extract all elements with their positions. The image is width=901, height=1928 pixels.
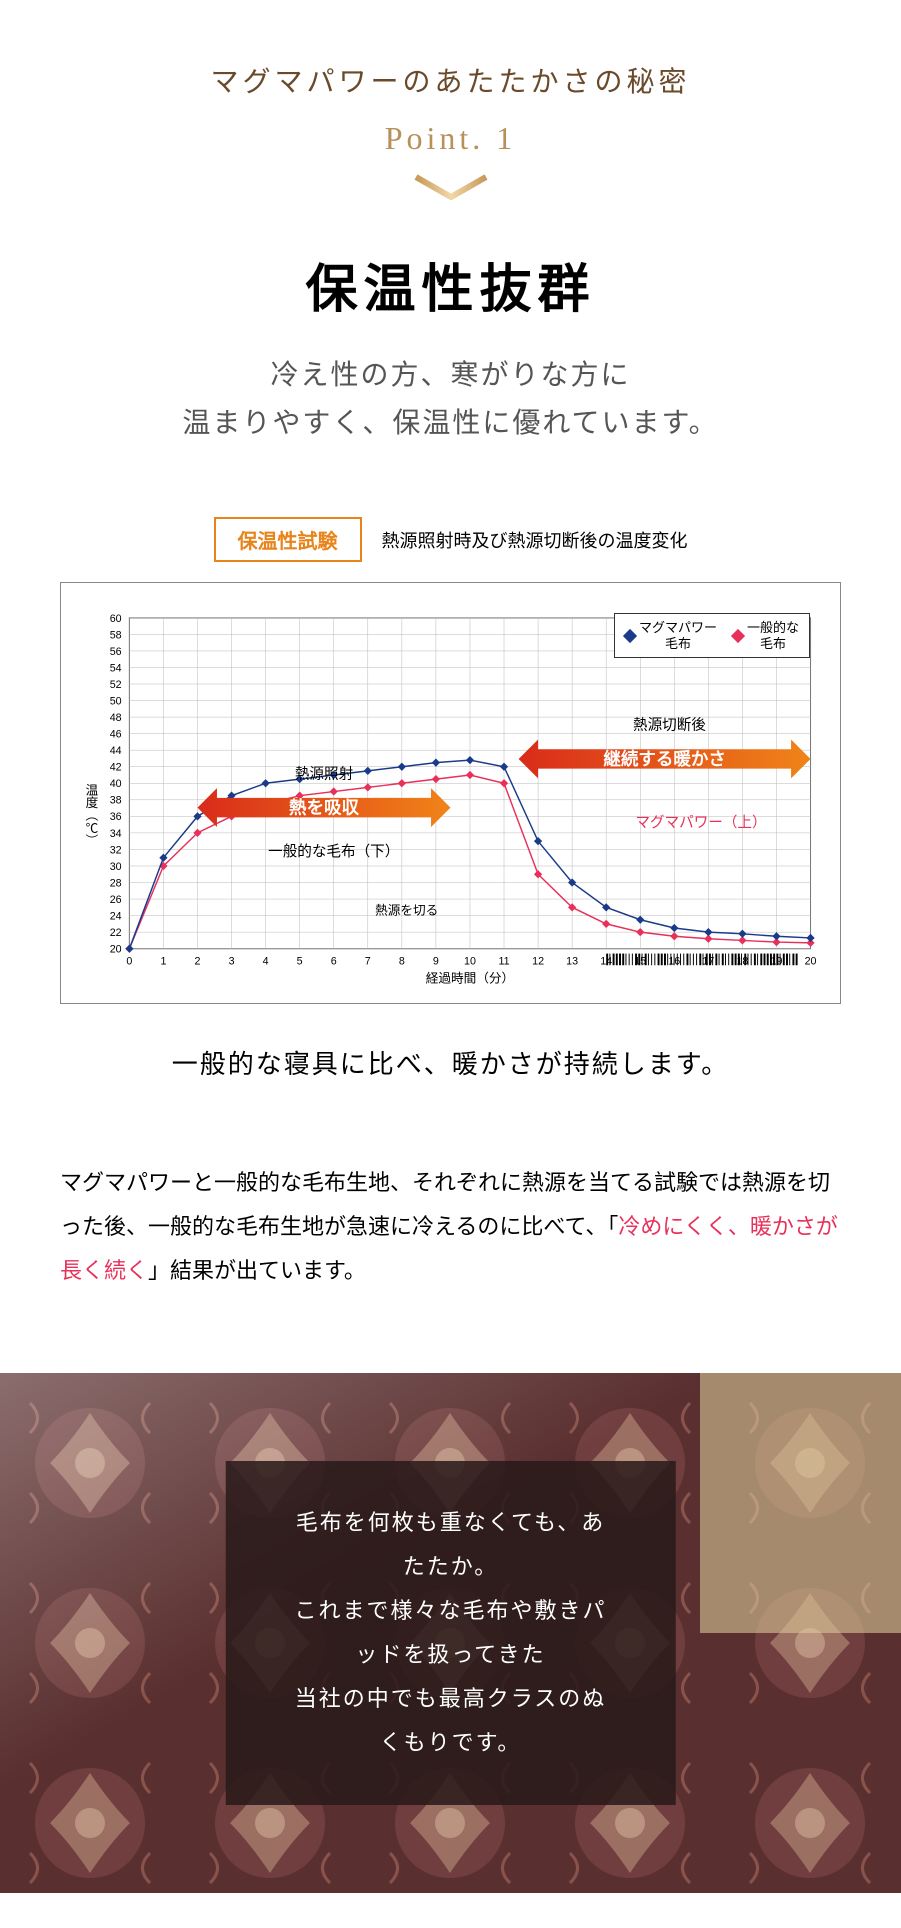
chart-container: 2022242628303234363840424446485052545658… [60,582,841,1004]
svg-text:50: 50 [110,696,122,708]
svg-text:58: 58 [110,629,122,641]
svg-text:40: 40 [110,778,122,790]
chevron-down-icon [411,172,491,202]
svg-text:34: 34 [110,828,122,840]
svg-text:32: 32 [110,845,122,857]
svg-text:9: 9 [433,955,439,967]
svg-text:28: 28 [110,878,122,890]
chart-caption: 一般的な寝具に比べ、暖かさが持続します。 [60,1044,841,1081]
svg-text:一般的な毛布（下）: 一般的な毛布（下） [268,843,399,860]
svg-text:30: 30 [110,861,122,873]
svg-text:7: 7 [365,955,371,967]
header-section: マグマパワーのあたたかさの秘密 Point. 1 保温性抜群 冷え性の方、寒がり… [0,0,901,487]
main-title: 保温性抜群 [20,247,881,322]
svg-text:4: 4 [263,955,269,967]
svg-text:44: 44 [110,745,122,757]
svg-text:22: 22 [110,927,122,939]
svg-text:0: 0 [126,955,132,967]
svg-text:6: 6 [331,955,337,967]
svg-text:56: 56 [110,646,122,658]
svg-text:経過時間（分）: 経過時間（分） [426,972,515,986]
svg-text:13: 13 [566,955,578,967]
svg-text:12: 12 [532,955,544,967]
svg-text:42: 42 [110,762,122,774]
svg-text:2: 2 [195,955,201,967]
svg-text:熱源を切る: 熱源を切る [375,904,438,918]
chart-title: 熱源照射時及び熱源切断後の温度変化 [382,527,688,553]
header-subtitle: マグマパワーのあたたかさの秘密 [20,60,881,100]
svg-text:マグマパワー（上）: マグマパワー（上） [635,814,766,831]
svg-text:継続する暖かさ: 継続する暖かさ [603,749,726,769]
chart-section: 保温性試験 熱源照射時及び熱源切断後の温度変化 202224 [0,487,901,1121]
svg-text:8: 8 [399,955,405,967]
svg-text:52: 52 [110,679,122,691]
overlay-text: 毛布を何枚も重なくても、あたたか。 これまで様々な毛布や敷きパッドを扱ってきた … [225,1461,676,1805]
svg-text:熱を吸収: 熱を吸収 [289,798,359,818]
svg-text:24: 24 [110,911,122,923]
chart-legend: マグマパワー 毛布 一般的な 毛布 [614,613,810,658]
sub-description: 冷え性の方、寒がりな方に 温まりやすく、保温性に優れています。 [20,352,881,447]
svg-text:熱源照射: 熱源照射 [295,766,353,783]
test-badge: 保温性試験 [214,517,362,562]
svg-text:1: 1 [160,955,166,967]
body-paragraph: マグマパワーと一般的な毛布生地、それぞれに熱源を当てる試験では熱源を切った後、一… [0,1121,901,1373]
svg-text:48: 48 [110,712,122,724]
svg-text:11: 11 [498,955,509,967]
product-photo: 毛布を何枚も重なくても、あたたか。 これまで様々な毛布や敷きパッドを扱ってきた … [0,1373,901,1893]
svg-text:54: 54 [110,663,122,675]
svg-text:46: 46 [110,729,122,741]
svg-text:5: 5 [297,955,303,967]
point-label: Point. 1 [20,120,881,157]
svg-text:26: 26 [110,894,122,906]
svg-text:温度（℃）: 温度（℃） [83,783,97,846]
svg-text:60: 60 [110,613,122,625]
svg-text:36: 36 [110,811,122,823]
svg-text:20: 20 [110,944,122,956]
svg-text:38: 38 [110,795,122,807]
svg-text:20: 20 [805,955,817,967]
svg-text:熱源切断後: 熱源切断後 [633,717,706,734]
svg-text:10: 10 [464,955,476,967]
svg-text:3: 3 [229,955,235,967]
